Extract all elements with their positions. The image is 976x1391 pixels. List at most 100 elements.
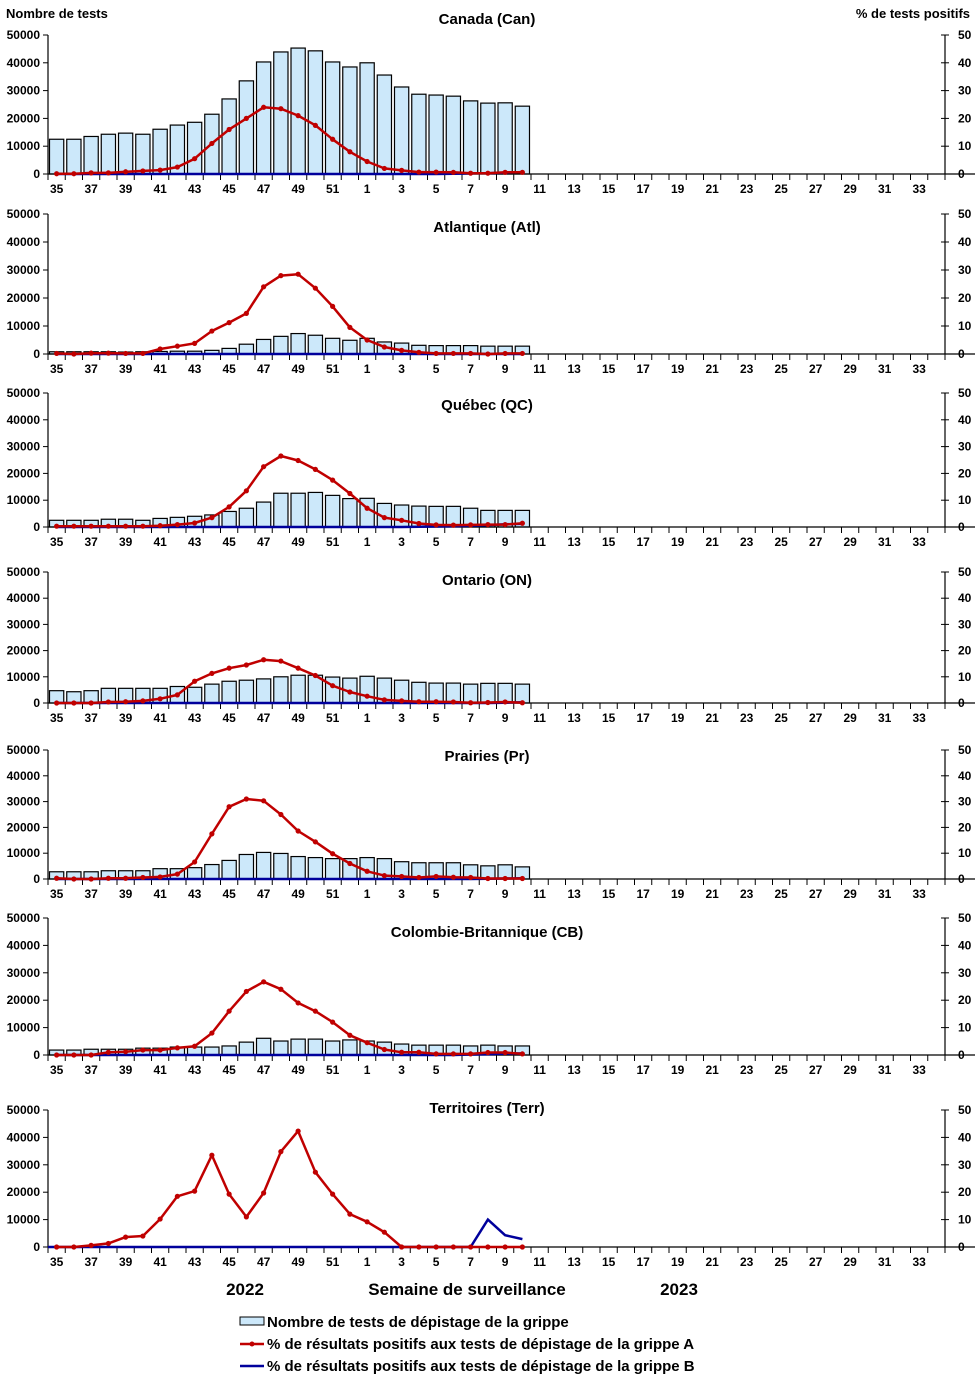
test-count-bar	[238, 507, 255, 528]
flu-a-point	[123, 875, 129, 881]
left-tick-label: 10000	[7, 1213, 41, 1227]
flu-a-point	[330, 851, 336, 857]
x-tick-label: 7	[467, 182, 474, 196]
flu-a-point	[88, 170, 94, 176]
test-count-bar	[186, 121, 203, 175]
left-tick-label: 0	[33, 696, 40, 710]
flu-a-point	[123, 1234, 129, 1240]
x-tick-label: 35	[50, 182, 64, 196]
flu-a-point	[502, 521, 508, 528]
test-count-bar	[221, 680, 237, 704]
legend: Nombre de tests de dépistage de la gripp…	[239, 1314, 695, 1375]
x-tick-label: 3	[398, 535, 405, 549]
flu-a-point	[278, 273, 284, 279]
test-count-bar	[255, 501, 272, 528]
flu-a-point	[381, 515, 387, 521]
flu-a-point	[312, 466, 318, 472]
legend-tests-label: Nombre de tests de dépistage de la gripp…	[267, 1314, 569, 1331]
flu-a-line	[56, 454, 523, 528]
right-tick-label: 30	[958, 84, 972, 98]
test-count-bar	[273, 852, 289, 880]
flu-a-point	[261, 104, 267, 110]
x-tick-label: 45	[222, 1255, 236, 1269]
test-count-bar	[307, 856, 324, 880]
x-tick-label: 1	[364, 362, 371, 376]
test-count-bar	[445, 95, 462, 175]
flu-a-point	[192, 1188, 198, 1194]
left-tick-label: 20000	[7, 291, 41, 305]
x-tick-label: 23	[740, 182, 754, 196]
flu-a-point	[71, 1052, 77, 1058]
x-tick-label: 49	[291, 182, 305, 196]
left-tick-label: 0	[33, 872, 40, 886]
x-tick-label: 39	[119, 535, 133, 549]
flu-a-point	[261, 284, 267, 290]
x-tick-label: 5	[433, 711, 440, 725]
flu-a-point	[192, 1043, 198, 1049]
x-tick-label: 25	[774, 535, 788, 549]
x-tick-label: 11	[533, 182, 546, 196]
right-tick-label: 50	[958, 386, 972, 400]
x-tick-label: 7	[467, 887, 474, 901]
left-tick-label: 50000	[7, 743, 41, 757]
test-count-bar	[324, 858, 341, 880]
test-count-bar	[273, 1040, 289, 1056]
flu-a-point	[174, 1045, 180, 1051]
test-count-bar	[117, 132, 134, 175]
right-tick-label: 50	[958, 28, 972, 42]
flu-a-point	[433, 350, 439, 357]
x-tick-label: 47	[257, 711, 271, 725]
test-count-bar	[411, 93, 427, 175]
right-tick-label: 30	[958, 440, 972, 454]
x-tick-label: 3	[398, 182, 405, 196]
flu-a-point	[468, 350, 474, 357]
right-tick-label: 0	[958, 347, 965, 361]
flu-a-point	[88, 876, 94, 882]
right-tick-label: 40	[958, 413, 972, 427]
x-tick-label: 17	[636, 182, 650, 196]
flu-a-point	[88, 350, 94, 356]
flu-a-point	[226, 1008, 232, 1014]
flu-a-point	[261, 464, 267, 470]
x-tick-label: 41	[153, 711, 167, 725]
right-tick-label: 10	[958, 493, 972, 507]
flu-a-point	[399, 873, 405, 880]
x-tick-label: 51	[326, 535, 340, 549]
x-tick-label: 23	[740, 535, 754, 549]
x-tick-label: 35	[50, 1255, 64, 1269]
x-tick-label: 7	[467, 1063, 474, 1077]
panels-group: Canada (Can)0100002000030000400005000001…	[7, 11, 975, 1269]
left-tick-label: 10000	[7, 319, 41, 333]
x-tick-label: 31	[878, 535, 892, 549]
x-tick-label: 29	[843, 711, 857, 725]
x-tick-label: 17	[636, 535, 650, 549]
flu-a-point	[123, 1049, 129, 1055]
x-tick-label: 7	[467, 362, 474, 376]
x-tick-label: 43	[188, 182, 202, 196]
flu-a-point	[174, 164, 180, 170]
flu-a-point	[71, 171, 77, 177]
x-tick-label: 21	[705, 182, 719, 196]
x-tick-label: 31	[878, 182, 892, 196]
x-tick-label: 49	[291, 535, 305, 549]
flu-a-point	[364, 868, 370, 874]
flu-a-point	[364, 1040, 370, 1046]
x-tick-label: 27	[809, 1063, 823, 1077]
x-tick-label: 41	[153, 362, 167, 376]
x-tick-label: 35	[50, 535, 64, 549]
x-tick-label: 7	[467, 1255, 474, 1269]
right-tick-label: 0	[958, 1048, 965, 1062]
flu-a-point	[54, 1244, 60, 1250]
flu-a-point	[399, 517, 405, 523]
x-tick-label: 25	[774, 711, 788, 725]
test-count-bar	[238, 679, 255, 704]
test-count-bar	[238, 80, 255, 175]
left-tick-label: 20000	[7, 111, 41, 125]
x-tick-label: 39	[119, 362, 133, 376]
left-tick-label: 50000	[7, 207, 41, 221]
x-tick-label: 11	[533, 711, 546, 725]
flu-a-point	[468, 874, 474, 881]
x-tick-label: 51	[326, 182, 340, 196]
flu-a-point	[105, 1049, 111, 1055]
x-tick-label: 33	[912, 182, 926, 196]
